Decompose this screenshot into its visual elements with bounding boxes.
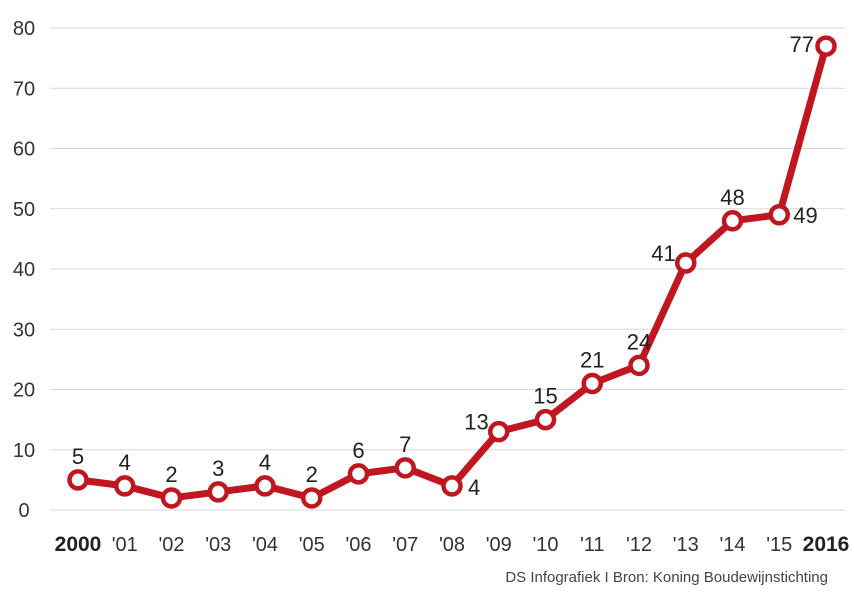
data-point-14	[724, 212, 741, 229]
x-tick-label-8: '08	[439, 534, 465, 556]
x-tick-label-6: '06	[345, 534, 371, 556]
data-point-13	[677, 254, 694, 271]
data-point-11	[584, 375, 601, 392]
y-tick-label-40: 40	[13, 259, 35, 281]
data-point-12	[631, 357, 648, 374]
data-point-5	[303, 489, 320, 506]
data-point-15	[771, 206, 788, 223]
y-tick-label-0: 0	[18, 500, 29, 522]
data-label-14: 48	[720, 185, 744, 210]
data-label-16: 77	[790, 32, 814, 57]
data-point-16	[818, 38, 835, 55]
x-tick-label-3: '03	[205, 534, 231, 556]
data-label-2: 2	[165, 462, 177, 487]
data-label-11: 21	[580, 347, 604, 372]
data-label-7: 7	[399, 432, 411, 457]
data-label-5: 2	[306, 462, 318, 487]
data-point-2	[163, 489, 180, 506]
y-tick-label-80: 80	[13, 18, 35, 40]
y-tick-label-60: 60	[13, 139, 35, 161]
y-tick-label-50: 50	[13, 199, 35, 221]
data-point-7	[397, 459, 414, 476]
x-tick-label-5: '05	[299, 534, 325, 556]
data-label-13: 41	[651, 241, 675, 266]
x-tick-label-7: '07	[392, 534, 418, 556]
y-axis-ticks: 0 10 20 30 40 50 60 70 80	[13, 18, 35, 522]
data-points	[70, 38, 835, 507]
y-tick-label-20: 20	[13, 380, 35, 402]
source-credit: DS Infografiek I Bron: Koning Boudewijns…	[505, 569, 828, 586]
data-point-0	[70, 471, 87, 488]
x-tick-label-0: 2000	[55, 533, 102, 556]
x-tick-label-4: '04	[252, 534, 278, 556]
data-label-10: 15	[533, 384, 557, 409]
data-labels: 5 4 2 3 4 2 6 7 4 13 15 21 24 41 48 49 77	[72, 32, 818, 500]
y-tick-label-30: 30	[13, 319, 35, 341]
x-axis-ticks: 2000 '01 '02 '03 '04 '05 '06 '07 '08 '09 '10 '11 '12…	[55, 533, 850, 556]
data-label-6: 6	[352, 438, 364, 463]
data-point-6	[350, 465, 367, 482]
data-point-1	[116, 477, 133, 494]
x-tick-label-1: '01	[112, 534, 138, 556]
x-tick-label-2: '02	[158, 534, 184, 556]
data-label-1: 4	[119, 450, 131, 475]
x-tick-label-16: 2016	[803, 533, 850, 556]
x-tick-label-12: '12	[626, 534, 652, 556]
gridlines	[50, 28, 845, 510]
x-tick-label-13: '13	[673, 534, 699, 556]
data-point-8	[444, 477, 461, 494]
y-tick-label-70: 70	[13, 78, 35, 100]
y-tick-label-10: 10	[13, 440, 35, 462]
data-point-10	[537, 411, 554, 428]
x-tick-label-14: '14	[719, 534, 745, 556]
data-label-0: 5	[72, 444, 84, 469]
data-point-9	[490, 423, 507, 440]
data-label-15: 49	[793, 203, 817, 228]
x-tick-label-9: '09	[486, 534, 512, 556]
data-label-9: 13	[464, 410, 488, 435]
series-line	[78, 46, 826, 498]
data-label-8: 4	[468, 475, 480, 500]
data-label-12: 24	[627, 329, 651, 354]
x-tick-label-15: '15	[766, 534, 792, 556]
data-label-3: 3	[212, 456, 224, 481]
data-label-4: 4	[259, 450, 271, 475]
data-point-3	[210, 483, 227, 500]
x-tick-label-11: '11	[580, 534, 605, 556]
data-point-4	[257, 477, 274, 494]
series-polyline	[78, 46, 826, 498]
x-tick-label-10: '10	[532, 534, 558, 556]
